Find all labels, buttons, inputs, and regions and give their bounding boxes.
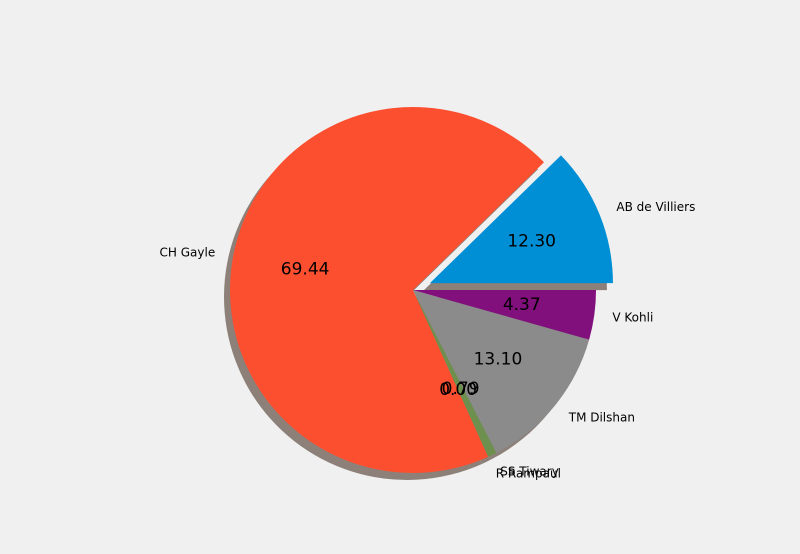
slice-v-kohli [413,290,596,340]
slice-label-tm-dilshan: TM Dilshan [568,411,635,425]
value-label-ss-tiwary: 0.79 [442,379,480,399]
slice-label-r-rampaul: R Rampaul [496,467,561,481]
slice-ss-tiwary [413,290,497,457]
slice-label-v-kohli: V Kohli [612,311,653,325]
slice-tm-dilshan [413,290,590,453]
slice-ab-de-villiers [429,155,613,284]
slice-label-ss-tiwary: SS Tiwary [500,464,559,478]
slice-label-ab-de-villiers: AB de Villiers [616,200,695,214]
value-label-tm-dilshan: 13.10 [474,350,523,370]
value-label-r-rampaul: 0.00 [439,380,477,400]
value-label-ab-de-villiers: 12.30 [507,232,556,252]
value-label-ch-gayle: 69.44 [281,260,330,280]
pie-wedges [229,107,613,474]
value-label-v-kohli: 4.37 [503,295,541,315]
slice-label-ch-gayle: CH Gayle [160,246,216,260]
slice-ch-gayle [229,107,545,474]
pie-labels: AB de Villiers 12.30 CH Gayle 69.44 R Rampau… [160,200,696,480]
